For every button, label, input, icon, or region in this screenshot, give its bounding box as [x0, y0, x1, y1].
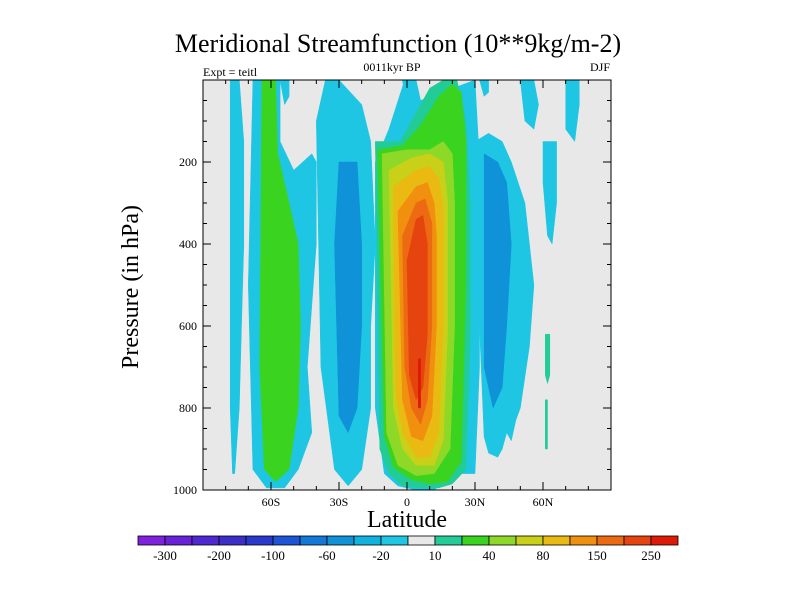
colorbar-swatch [353, 535, 382, 546]
colorbar-swatch [407, 535, 436, 546]
colorbar-swatch [164, 535, 193, 546]
colorbar-label: 250 [641, 548, 661, 563]
colorbar-label: 80 [537, 548, 550, 563]
plot-area: 60S 30S 0 30N 60N 200 400 600 800 1000 [173, 79, 612, 509]
colorbar-swatch [272, 535, 301, 546]
colorbar-swatch [596, 535, 625, 546]
x-axis-title: Latitude [367, 507, 447, 533]
colorbar-label: -20 [372, 548, 389, 563]
colorbar-swatch [515, 535, 544, 546]
colorbar-swatch [326, 535, 355, 546]
season-label: DJF [590, 60, 610, 74]
x-tick-label: 30N [465, 495, 486, 509]
colorbar: -300 -200 -100 -60 -20 10 40 80 150 250 [137, 535, 679, 563]
x-tick-label: 60N [533, 495, 554, 509]
colorbar-label: -60 [318, 548, 335, 563]
contour-region-nh-high-lat-17 [542, 141, 557, 245]
y-tick-label: 200 [179, 155, 197, 169]
colorbar-label: -100 [261, 548, 285, 563]
y-axis-title: Pressure (in hPa) [118, 205, 144, 369]
colorbar-label: -200 [207, 548, 231, 563]
colorbar-swatch [488, 535, 517, 546]
y-tick-label: 600 [179, 319, 197, 333]
colorbar-swatch [137, 535, 166, 546]
colorbar-swatch [623, 535, 652, 546]
chart-title: Meridional Streamfunction (10**9kg/m-2) [175, 29, 621, 58]
contour-region-sh-subtropical-cell-4 [334, 161, 362, 433]
colorbar-swatch [299, 535, 328, 546]
colorbar-swatch [542, 535, 571, 546]
contour-region-sh-midlat-cell-2 [259, 79, 301, 483]
colorbar-swatch [569, 535, 598, 546]
contour-region-nh-high-lat-18 [545, 333, 551, 384]
axis-ticks: 60S 30S 0 30N 60N 200 400 600 800 1000 [173, 80, 611, 509]
contour-region-nh-ferrel-cell-16 [483, 153, 512, 409]
colorbar-label: -300 [153, 548, 177, 563]
colorbar-swatch [461, 535, 490, 546]
colorbar-swatch [434, 535, 463, 546]
colorbar-label: 10 [429, 548, 442, 563]
colorbar-swatch [650, 535, 679, 546]
y-tick-label: 400 [179, 237, 197, 251]
x-tick-label: 60S [262, 495, 281, 509]
contour-region-hadley-cell-13 [406, 215, 428, 401]
contour-region-nh-high-lat-19 [545, 399, 548, 450]
y-tick-label: 1000 [173, 483, 197, 497]
colorbar-swatch [191, 535, 220, 546]
contour-region-sh-outer-cell-0 [229, 79, 245, 474]
contour-region-hadley-cell-14 [418, 358, 421, 409]
contour-regions [229, 79, 580, 491]
y-tick-label: 800 [179, 401, 197, 415]
colorbar-swatch [380, 535, 409, 546]
colorbar-label: 40 [483, 548, 496, 563]
colorbar-swatch [218, 535, 247, 546]
colorbar-swatch [245, 535, 274, 546]
x-tick-label: 30S [330, 495, 349, 509]
experiment-label: Expt = teitl [203, 65, 258, 79]
colorbar-label: 150 [587, 548, 607, 563]
x-tick-label: 0 [404, 495, 410, 509]
time-label: 0011kyr BP [363, 60, 421, 74]
